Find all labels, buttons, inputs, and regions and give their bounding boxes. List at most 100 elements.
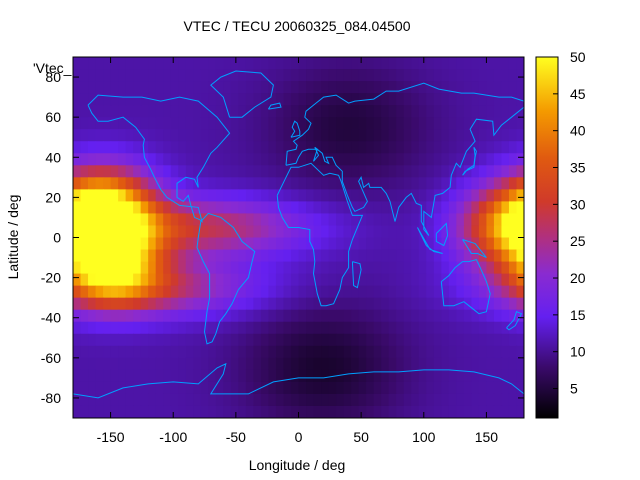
heatmap-cell <box>343 273 352 287</box>
heatmap-cell <box>283 237 292 251</box>
heatmap-cell <box>351 393 360 407</box>
heatmap-cell <box>366 141 375 154</box>
heatmap-cell <box>336 201 345 215</box>
heatmap-cell <box>321 369 330 383</box>
heatmap-cell <box>95 357 104 371</box>
heatmap-cell <box>418 249 427 263</box>
heatmap-cell <box>358 285 367 299</box>
heatmap-cell <box>493 165 503 178</box>
heatmap-cell <box>321 297 330 311</box>
heatmap-cell <box>80 213 89 227</box>
heatmap-cell <box>200 69 209 82</box>
heatmap-cell <box>486 393 495 407</box>
heatmap-cell <box>125 213 134 227</box>
heatmap-cell <box>215 285 224 299</box>
heatmap-cell <box>133 393 142 407</box>
heatmap-cell <box>516 189 524 202</box>
heatmap-cell <box>493 117 503 130</box>
heatmap-cell <box>275 81 285 94</box>
heatmap-cell <box>268 369 277 383</box>
heatmap-cell <box>118 405 127 418</box>
heatmap-cell <box>298 297 307 311</box>
heatmap-cell <box>238 237 247 251</box>
heatmap-cell <box>411 285 420 299</box>
heatmap-cell <box>426 201 435 215</box>
heatmap-cell <box>351 93 360 106</box>
heatmap-cell <box>110 69 119 82</box>
heatmap-cell <box>448 225 457 239</box>
heatmap-cell <box>275 153 285 166</box>
heatmap-cell <box>493 393 503 407</box>
heatmap-cell <box>381 285 390 299</box>
heatmap-cell <box>103 237 112 251</box>
heatmap-cell <box>456 261 465 275</box>
heatmap-cell <box>478 381 488 395</box>
heatmap-cell <box>396 237 405 251</box>
heatmap-cell <box>396 57 405 70</box>
heatmap-cell <box>298 357 307 371</box>
heatmap-cell <box>238 369 247 383</box>
heatmap-cell <box>140 225 149 239</box>
heatmap-cell <box>486 225 495 239</box>
heatmap-cell <box>493 345 503 359</box>
heatmap-cell <box>155 81 164 94</box>
heatmap-cell <box>215 201 224 215</box>
heatmap-cell <box>283 57 292 70</box>
heatmap-cell <box>275 177 285 190</box>
heatmap-cell <box>125 129 134 142</box>
heatmap-cell <box>290 369 300 383</box>
heatmap-cell <box>336 225 345 239</box>
heatmap-cell <box>456 129 465 142</box>
heatmap-cell <box>493 93 503 106</box>
heatmap-cell <box>230 261 239 275</box>
heatmap-cell <box>178 129 187 142</box>
heatmap-cell <box>336 105 345 118</box>
heatmap-cell <box>290 393 300 407</box>
heatmap-cell <box>193 189 202 202</box>
heatmap-cell <box>118 69 127 82</box>
heatmap-cell <box>501 153 510 166</box>
heatmap-cell <box>336 345 345 359</box>
heatmap-cell <box>463 261 472 275</box>
heatmap-cell <box>223 57 232 70</box>
heatmap-cell <box>493 225 503 239</box>
heatmap-cell <box>208 381 217 395</box>
heatmap-cell <box>283 117 292 130</box>
heatmap-cell <box>441 105 450 118</box>
y-tick-label: 40 <box>45 149 61 165</box>
heatmap-cell <box>148 201 157 215</box>
heatmap-cell <box>95 321 104 335</box>
heatmap-cell <box>170 357 179 371</box>
heatmap-cell <box>208 225 217 239</box>
heatmap-cell <box>215 177 224 190</box>
heatmap-cell <box>298 165 307 178</box>
heatmap-cell <box>283 309 292 323</box>
heatmap-cell <box>200 129 209 142</box>
heatmap-cell <box>215 381 224 395</box>
heatmap-cell <box>125 357 134 371</box>
heatmap-cell <box>508 393 518 407</box>
heatmap-cell <box>298 369 307 383</box>
heatmap-cell <box>283 405 292 418</box>
heatmap-cell <box>456 381 465 395</box>
heatmap-cell <box>313 165 322 178</box>
heatmap-cell <box>283 333 292 347</box>
heatmap-cell <box>260 177 270 190</box>
heatmap-cell <box>463 213 472 227</box>
heatmap-cell <box>290 201 300 215</box>
heatmap-cell <box>283 93 292 106</box>
heatmap-cell <box>283 189 292 202</box>
heatmap-cell <box>456 189 465 202</box>
heatmap-cell <box>155 129 164 142</box>
heatmap-cell <box>343 201 352 215</box>
heatmap-cell <box>343 213 352 227</box>
heatmap-cell <box>155 333 164 347</box>
heatmap-cell <box>163 333 172 347</box>
heatmap-cell <box>388 381 397 395</box>
heatmap-cell <box>95 201 104 215</box>
heatmap-cell <box>163 249 172 263</box>
heatmap-cell <box>268 153 277 166</box>
heatmap-cell <box>260 129 270 142</box>
heatmap-cell <box>418 69 427 82</box>
heatmap-cell <box>471 405 480 418</box>
